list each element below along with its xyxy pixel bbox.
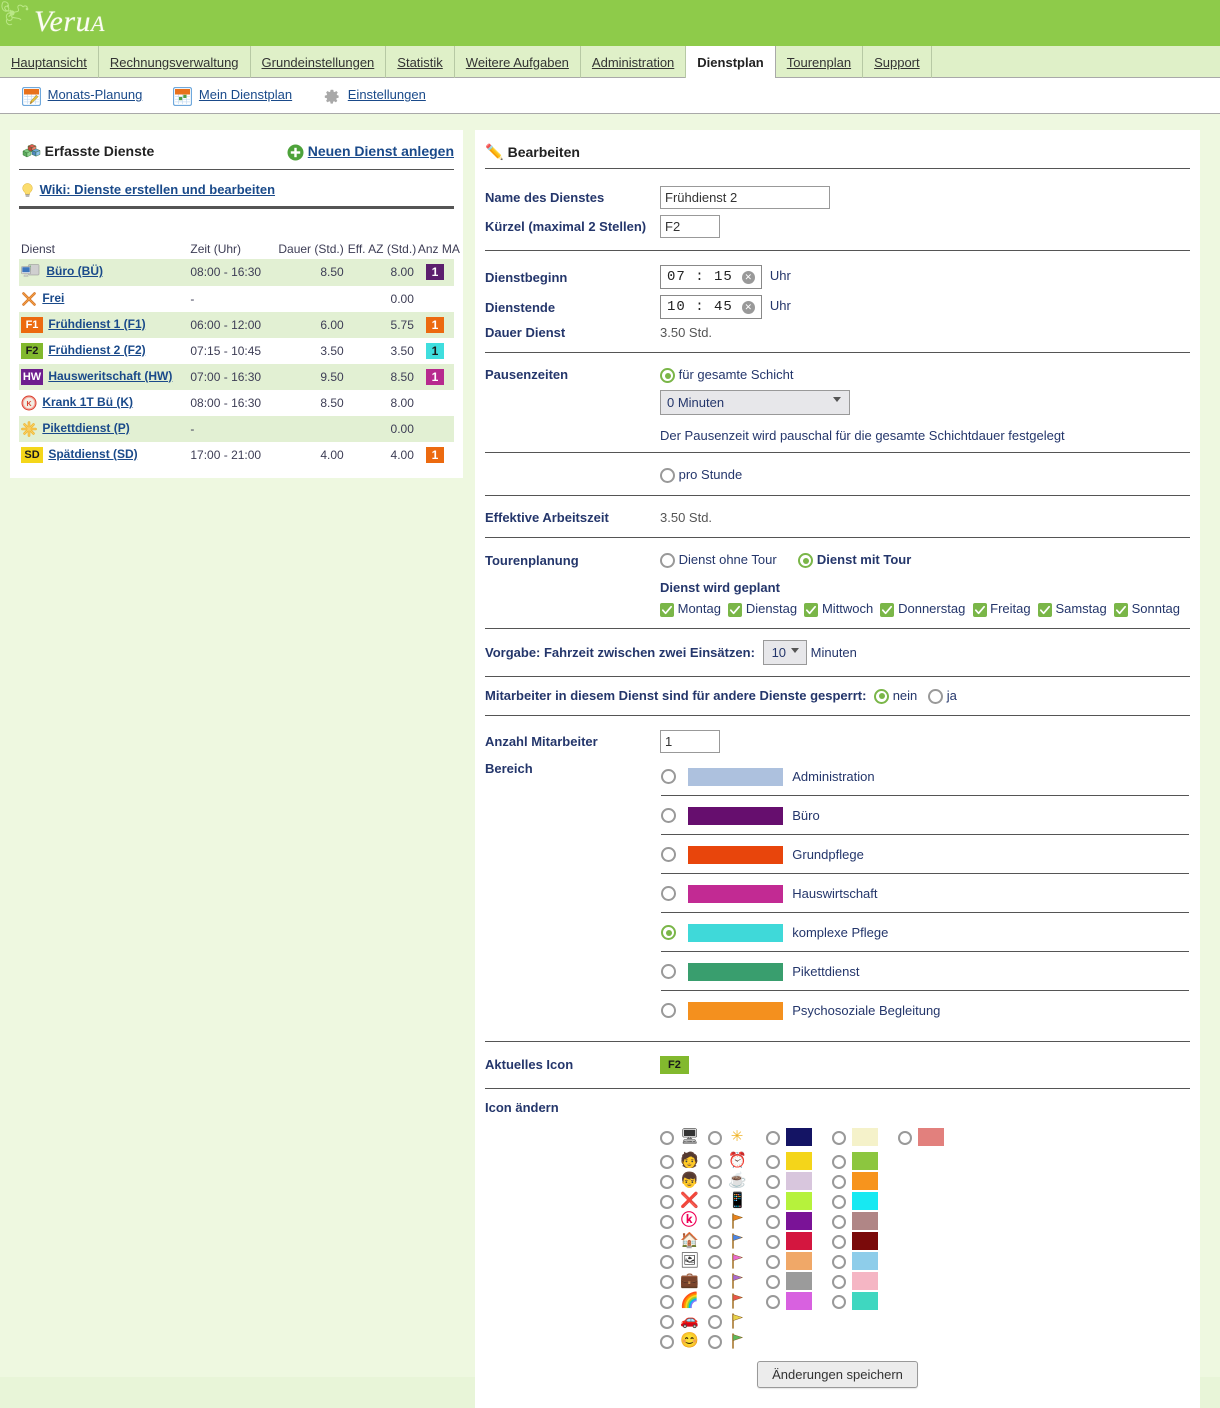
svg-text:K: K: [26, 401, 31, 408]
